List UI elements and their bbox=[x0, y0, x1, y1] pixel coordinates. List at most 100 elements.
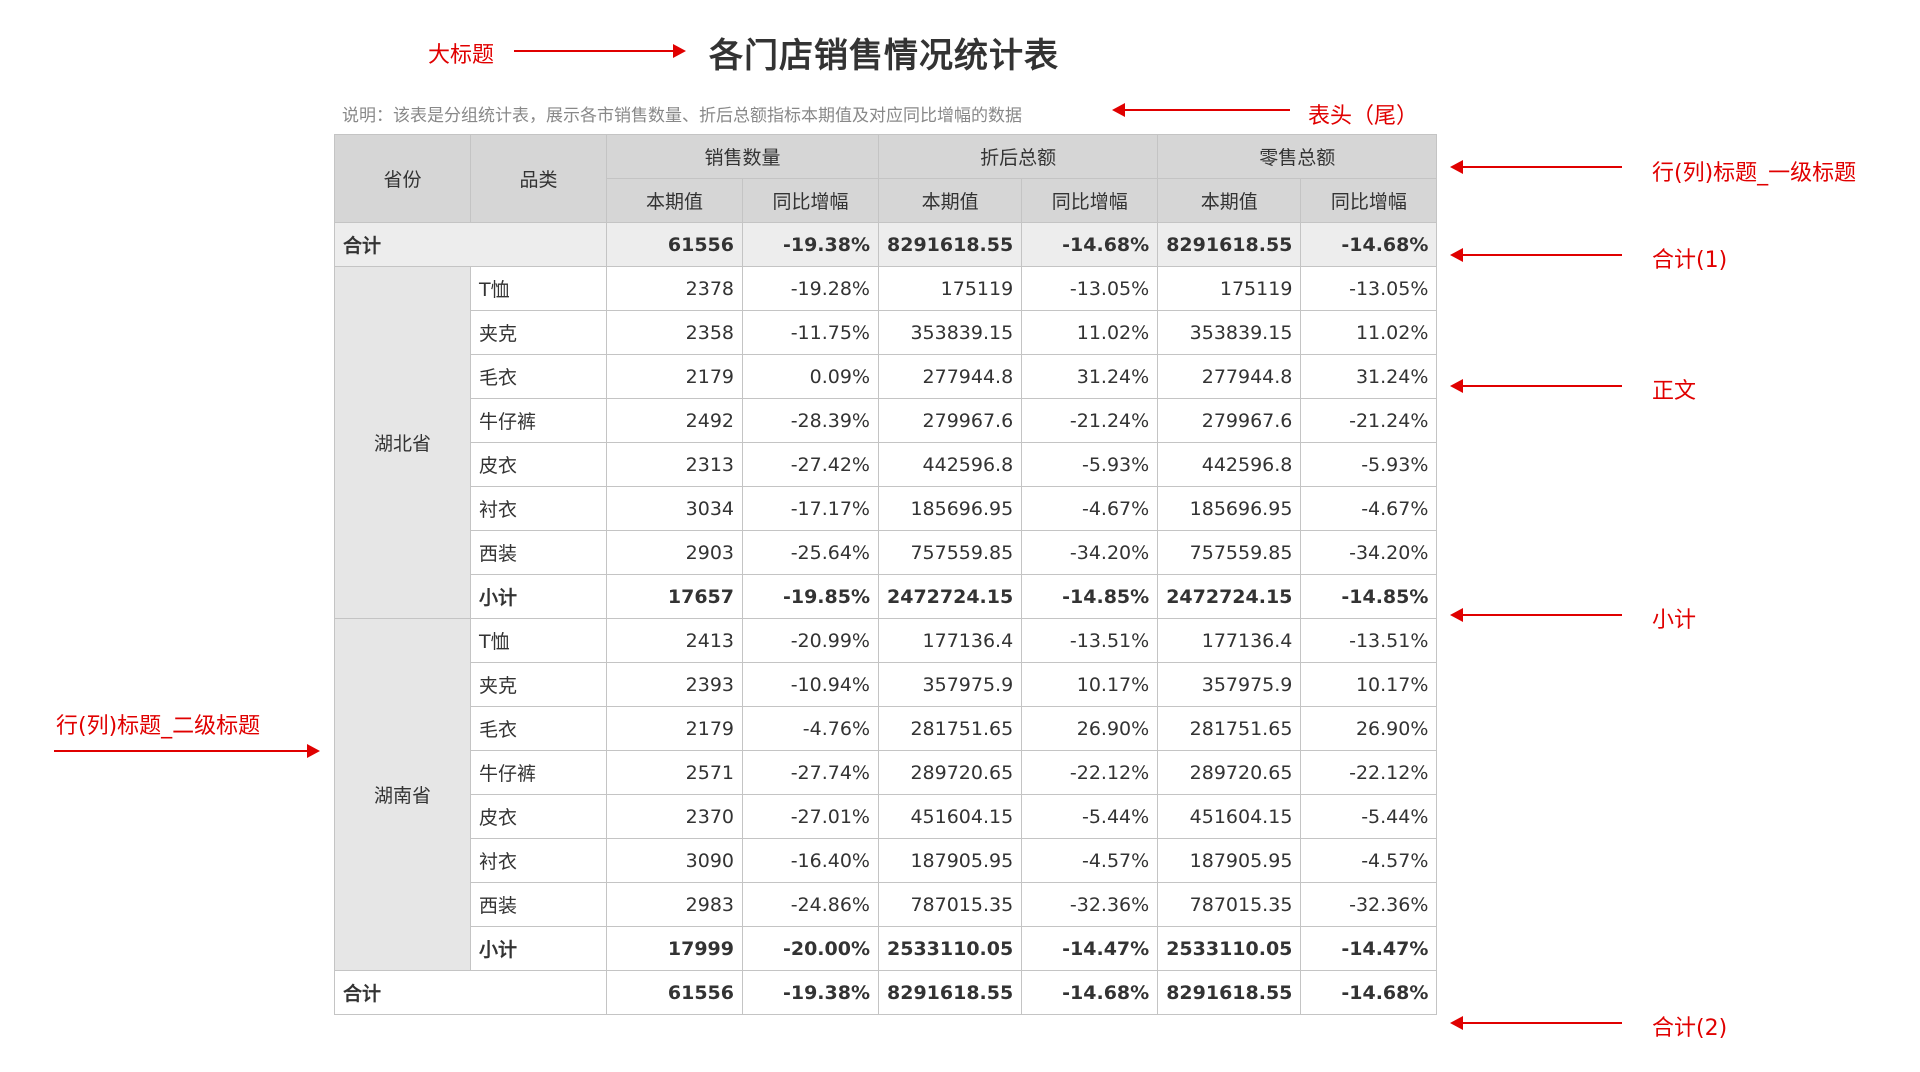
table-row: 皮衣 2370 -27.01% 451604.15 -5.44% 451604.15 -5.… bbox=[335, 794, 1438, 839]
category-label: T恤 bbox=[470, 266, 607, 311]
table-cell: -11.75% bbox=[742, 310, 879, 355]
table-cell: -14.85% bbox=[1021, 574, 1159, 619]
table-cell: 11.02% bbox=[1021, 310, 1159, 355]
annotation-level1-arrow bbox=[1450, 160, 1622, 174]
table-cell: -4.57% bbox=[1300, 838, 1438, 883]
table-cell: 277944.8 bbox=[1157, 354, 1302, 399]
subtotal-label: 小计 bbox=[470, 926, 607, 971]
total-row-top: 合计 61556 -19.38% 8291618.55 -14.68% 8291618.5… bbox=[334, 222, 1438, 267]
table-cell: 279967.6 bbox=[877, 398, 1023, 443]
total-label: 合计 bbox=[334, 970, 607, 1015]
category-label: 牛仔裤 bbox=[470, 398, 607, 443]
annotation-total1-arrow bbox=[1450, 248, 1622, 262]
table-cell: 2179 bbox=[606, 706, 743, 751]
table-cell: -13.51% bbox=[1021, 618, 1159, 663]
category-label: 毛衣 bbox=[470, 354, 607, 399]
category-label: T恤 bbox=[470, 618, 607, 663]
table-cell: -19.28% bbox=[742, 266, 879, 311]
table-row: 毛衣 2179 -4.76% 281751.65 26.90% 281751.65 26.9… bbox=[335, 706, 1438, 751]
table-cell: -21.24% bbox=[1300, 398, 1438, 443]
category-label: 夹克 bbox=[470, 310, 607, 355]
table-cell: -5.93% bbox=[1021, 442, 1159, 487]
subtotal-label: 小计 bbox=[470, 574, 607, 619]
table-cell: 26.90% bbox=[1021, 706, 1159, 751]
table-cell: 277944.8 bbox=[877, 354, 1023, 399]
table-cell: -5.93% bbox=[1300, 442, 1438, 487]
header-category: 品类 bbox=[470, 134, 607, 223]
category-label: 衬衣 bbox=[470, 486, 607, 531]
table-cell: 177136.4 bbox=[1157, 618, 1302, 663]
header-yoy: 同比增幅 bbox=[1300, 178, 1438, 223]
table-cell: 451604.15 bbox=[877, 794, 1023, 839]
table-cell: -27.74% bbox=[742, 750, 879, 795]
table-row: 牛仔裤 2492 -28.39% 279967.6 -21.24% 279967.6 -21… bbox=[335, 398, 1438, 443]
table-cell: -27.42% bbox=[742, 442, 879, 487]
table-cell: 787015.35 bbox=[1157, 882, 1302, 927]
table-cell: 2413 bbox=[606, 618, 743, 663]
header-row-1: 省份 品类 销售数量 折后总额 零售总额 bbox=[334, 134, 1438, 223]
table-row: 夹克 2393 -10.94% 357975.9 10.17% 357975.9 10.17… bbox=[335, 662, 1438, 707]
table-cell: 185696.95 bbox=[877, 486, 1023, 531]
annotation-title-arrow bbox=[514, 44, 686, 58]
subtotal-row: 小计 17999 -20.00% 2533110.05 -14.47% 2533110.0… bbox=[335, 926, 1438, 971]
category-label: 牛仔裤 bbox=[470, 750, 607, 795]
table-cell: -25.64% bbox=[742, 530, 879, 575]
table-cell: -19.38% bbox=[742, 222, 879, 267]
table-cell: 357975.9 bbox=[1157, 662, 1302, 707]
table-cell: 2903 bbox=[606, 530, 743, 575]
table-row: 夹克 2358 -11.75% 353839.15 11.02% 353839.15 11.… bbox=[335, 310, 1438, 355]
table-cell: 26.90% bbox=[1300, 706, 1438, 751]
table-cell: -4.67% bbox=[1300, 486, 1438, 531]
table-cell: 2533110.05 bbox=[877, 926, 1023, 971]
table-cell: 17999 bbox=[606, 926, 743, 971]
sales-statistics-table: 省份 品类 销售数量 折后总额 零售总额 本期值 同比增幅 本期值 同比增幅 本… bbox=[334, 134, 1438, 1015]
table-row: 西装 2983 -24.86% 787015.35 -32.36% 787015.35 -3… bbox=[335, 882, 1438, 927]
table-cell: 442596.8 bbox=[877, 442, 1023, 487]
table-cell: 281751.65 bbox=[877, 706, 1023, 751]
table-cell: 17657 bbox=[606, 574, 743, 619]
table-cell: -13.51% bbox=[1300, 618, 1438, 663]
category-label: 皮衣 bbox=[470, 442, 607, 487]
table-cell: -5.44% bbox=[1300, 794, 1438, 839]
table-cell: 2393 bbox=[606, 662, 743, 707]
province-label: 湖北省 bbox=[334, 266, 471, 619]
table-cell: -22.12% bbox=[1021, 750, 1159, 795]
category-label: 夹克 bbox=[470, 662, 607, 707]
header-current: 本期值 bbox=[606, 178, 743, 223]
subtotal-row: 小计 17657 -19.85% 2472724.15 -14.85% 2472724.1… bbox=[335, 574, 1438, 619]
table-cell: -13.05% bbox=[1021, 266, 1159, 311]
table-cell: 3090 bbox=[606, 838, 743, 883]
table-cell: -21.24% bbox=[1021, 398, 1159, 443]
annotation-body: 正文 bbox=[1652, 379, 1697, 404]
table-cell: 8291618.55 bbox=[877, 970, 1023, 1015]
province-label: 湖南省 bbox=[334, 618, 471, 971]
category-label: 皮衣 bbox=[470, 794, 607, 839]
category-label: 衬衣 bbox=[470, 838, 607, 883]
table-cell: 279967.6 bbox=[1157, 398, 1302, 443]
table-row: 湖南省 T恤 2413 -20.99% 177136.4 -13.51% 177136.4-… bbox=[334, 618, 1438, 971]
table-cell: 175119 bbox=[877, 266, 1023, 311]
table-cell: 2472724.15 bbox=[1157, 574, 1302, 619]
annotation-subtotal: 小计 bbox=[1652, 608, 1697, 633]
table-cell: 289720.65 bbox=[1157, 750, 1302, 795]
table-row: 衬衣 3034 -17.17% 185696.95 -4.67% 185696.95 -4.… bbox=[335, 486, 1438, 531]
table-cell: 2983 bbox=[606, 882, 743, 927]
table-cell: 10.17% bbox=[1300, 662, 1438, 707]
table-cell: 31.24% bbox=[1300, 354, 1438, 399]
table-row: 牛仔裤 2571 -27.74% 289720.65 -22.12% 289720.65-… bbox=[335, 750, 1438, 795]
table-cell: -19.85% bbox=[742, 574, 879, 619]
table-cell: 353839.15 bbox=[1157, 310, 1302, 355]
table-cell: -16.40% bbox=[742, 838, 879, 883]
total-label: 合计 bbox=[334, 222, 607, 267]
table-cell: -34.20% bbox=[1021, 530, 1159, 575]
table-cell: 757559.85 bbox=[1157, 530, 1302, 575]
table-cell: 2358 bbox=[606, 310, 743, 355]
table-cell: 353839.15 bbox=[877, 310, 1023, 355]
annotation-total2-arrow bbox=[1450, 1016, 1622, 1030]
table-cell: 281751.65 bbox=[1157, 706, 1302, 751]
table-cell: 2492 bbox=[606, 398, 743, 443]
table-row: 皮衣 2313 -27.42% 442596.8 -5.93% 442596.8 -5.93… bbox=[335, 442, 1438, 487]
table-cell: 289720.65 bbox=[877, 750, 1023, 795]
table-cell: 185696.95 bbox=[1157, 486, 1302, 531]
table-cell: 757559.85 bbox=[877, 530, 1023, 575]
